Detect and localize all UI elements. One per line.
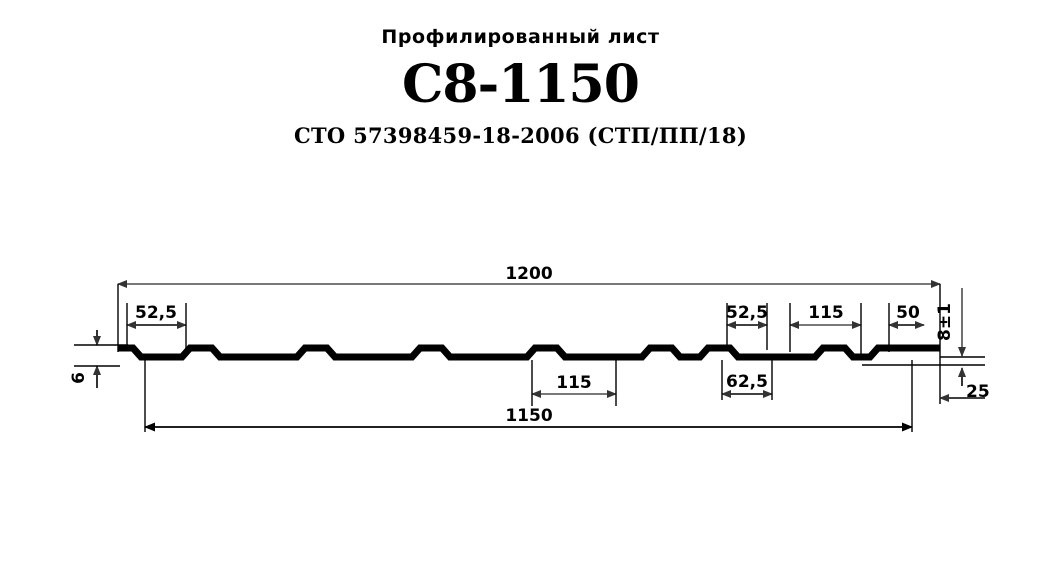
dimension-label-25: 25 <box>966 382 990 402</box>
dimension-thickness-left: 6 <box>69 330 128 388</box>
dimension-edge-right: 50 <box>888 303 925 352</box>
dimension-pitch-center: 115 <box>531 360 617 406</box>
dimension-label-52-5-left: 52,5 <box>135 303 177 323</box>
standard-reference-label: СТО 57398459-18-2006 (СТП/ПП/18) <box>293 123 748 148</box>
dimension-label-8-plus-minus-1: 8±1 <box>935 303 955 341</box>
product-model-label: С8-1150 <box>402 54 640 115</box>
product-type-label: Профилированный лист <box>381 26 660 48</box>
dimension-overlap-right: 25 <box>862 360 990 404</box>
dimension-label-62-5: 62,5 <box>726 372 768 392</box>
dimension-label-52-5-right: 52,5 <box>726 303 768 323</box>
title-block: Профилированный лист С8-1150 СТО 5739845… <box>0 24 1041 150</box>
dimension-label-115-center: 115 <box>556 373 592 393</box>
dimension-label-1150: 1150 <box>505 406 552 426</box>
dimension-sheet-height: 8±1 <box>935 288 985 358</box>
sheet-profile-outline <box>118 344 940 361</box>
dimension-label-6: 6 <box>69 372 89 384</box>
dimension-label-115-right: 115 <box>808 303 844 323</box>
dimension-label-50: 50 <box>896 303 920 323</box>
dimension-overall-width: 1200 <box>117 264 941 360</box>
dimension-rib-top-right: 52,5 <box>726 303 768 350</box>
dimension-pitch-right: 115 <box>789 303 862 356</box>
dimension-rib-base-right: 62,5 <box>721 360 773 400</box>
dimension-label-1200: 1200 <box>505 264 552 284</box>
dimension-rib-top-left: 52,5 <box>126 303 187 350</box>
dimension-working-width: 1150 <box>144 360 913 432</box>
